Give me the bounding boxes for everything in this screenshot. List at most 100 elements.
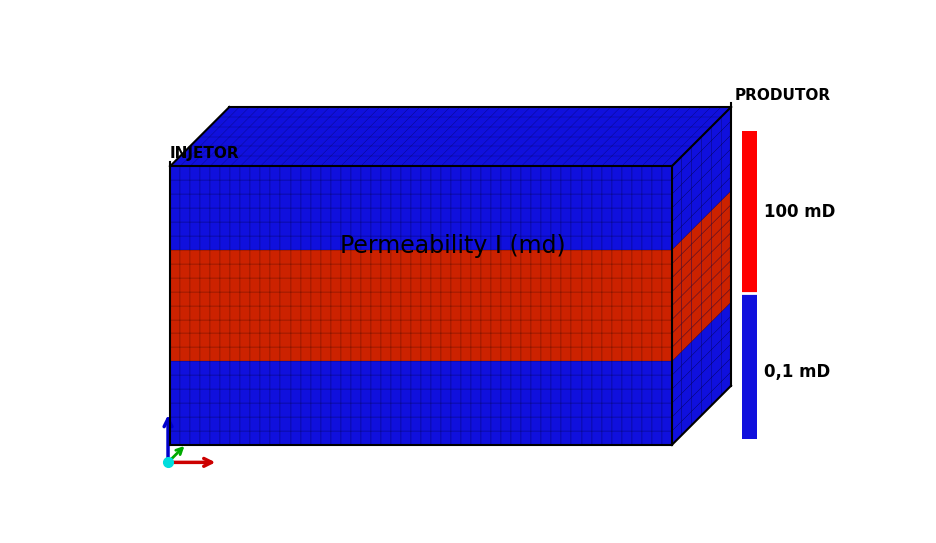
- Polygon shape: [651, 166, 661, 180]
- Polygon shape: [591, 277, 601, 292]
- Polygon shape: [740, 293, 756, 439]
- Polygon shape: [230, 361, 241, 375]
- Polygon shape: [170, 277, 180, 292]
- Polygon shape: [300, 194, 310, 208]
- Polygon shape: [210, 180, 220, 194]
- Polygon shape: [230, 375, 241, 389]
- Polygon shape: [420, 375, 431, 389]
- Polygon shape: [721, 191, 730, 214]
- Polygon shape: [170, 166, 180, 180]
- Polygon shape: [371, 292, 380, 306]
- Polygon shape: [520, 180, 531, 194]
- Polygon shape: [701, 252, 710, 276]
- Polygon shape: [651, 180, 661, 194]
- Polygon shape: [621, 166, 631, 180]
- Polygon shape: [371, 417, 380, 431]
- Polygon shape: [471, 389, 481, 403]
- Polygon shape: [230, 208, 241, 222]
- Polygon shape: [310, 166, 320, 180]
- Polygon shape: [371, 180, 380, 194]
- Polygon shape: [380, 348, 390, 361]
- Polygon shape: [701, 308, 710, 332]
- Polygon shape: [450, 389, 461, 403]
- Polygon shape: [501, 375, 511, 389]
- Polygon shape: [591, 166, 601, 180]
- Polygon shape: [631, 277, 641, 292]
- Polygon shape: [471, 319, 481, 333]
- Polygon shape: [411, 166, 420, 180]
- Polygon shape: [681, 216, 691, 240]
- Polygon shape: [200, 208, 210, 222]
- Polygon shape: [691, 332, 701, 356]
- Polygon shape: [671, 282, 681, 306]
- Polygon shape: [260, 417, 271, 431]
- Polygon shape: [701, 266, 710, 290]
- Polygon shape: [581, 403, 591, 417]
- Polygon shape: [531, 319, 541, 333]
- Polygon shape: [330, 417, 341, 431]
- Polygon shape: [501, 208, 511, 222]
- Polygon shape: [280, 236, 290, 250]
- Polygon shape: [721, 288, 730, 312]
- Polygon shape: [651, 319, 661, 333]
- Polygon shape: [551, 292, 561, 306]
- Polygon shape: [471, 361, 481, 375]
- Polygon shape: [471, 417, 481, 431]
- Polygon shape: [591, 431, 601, 445]
- Polygon shape: [360, 264, 371, 277]
- Polygon shape: [280, 431, 290, 445]
- Polygon shape: [431, 277, 441, 292]
- Polygon shape: [411, 250, 420, 264]
- Polygon shape: [721, 330, 730, 354]
- Polygon shape: [431, 319, 441, 333]
- Polygon shape: [571, 236, 581, 250]
- Polygon shape: [371, 250, 380, 264]
- Polygon shape: [271, 431, 280, 445]
- Polygon shape: [420, 319, 431, 333]
- Polygon shape: [310, 194, 320, 208]
- Polygon shape: [441, 222, 450, 236]
- Polygon shape: [350, 166, 360, 180]
- Polygon shape: [461, 277, 471, 292]
- Polygon shape: [450, 333, 461, 348]
- Polygon shape: [320, 277, 330, 292]
- Polygon shape: [441, 208, 450, 222]
- Polygon shape: [380, 375, 390, 389]
- Polygon shape: [310, 264, 320, 277]
- Polygon shape: [411, 348, 420, 361]
- Polygon shape: [581, 333, 591, 348]
- Polygon shape: [481, 236, 490, 250]
- Polygon shape: [490, 403, 501, 417]
- Polygon shape: [420, 194, 431, 208]
- Polygon shape: [541, 306, 551, 319]
- Polygon shape: [631, 166, 641, 180]
- Polygon shape: [671, 240, 681, 264]
- Polygon shape: [420, 250, 431, 264]
- Polygon shape: [490, 375, 501, 389]
- Polygon shape: [591, 222, 601, 236]
- Polygon shape: [661, 361, 671, 375]
- Polygon shape: [170, 222, 180, 236]
- Polygon shape: [280, 222, 290, 236]
- Polygon shape: [621, 208, 631, 222]
- Polygon shape: [710, 368, 721, 392]
- Polygon shape: [230, 250, 241, 264]
- Polygon shape: [541, 333, 551, 348]
- Polygon shape: [350, 264, 360, 277]
- Polygon shape: [651, 348, 661, 361]
- Polygon shape: [330, 333, 341, 348]
- Polygon shape: [691, 150, 701, 174]
- Polygon shape: [611, 208, 621, 222]
- Polygon shape: [300, 306, 310, 319]
- Polygon shape: [420, 361, 431, 375]
- Polygon shape: [721, 247, 730, 270]
- Polygon shape: [441, 333, 450, 348]
- Polygon shape: [250, 417, 260, 431]
- Polygon shape: [280, 389, 290, 403]
- Polygon shape: [681, 160, 691, 184]
- Polygon shape: [200, 389, 210, 403]
- Text: PRODUTOR: PRODUTOR: [734, 89, 830, 104]
- Polygon shape: [571, 166, 581, 180]
- Polygon shape: [501, 180, 511, 194]
- Polygon shape: [450, 403, 461, 417]
